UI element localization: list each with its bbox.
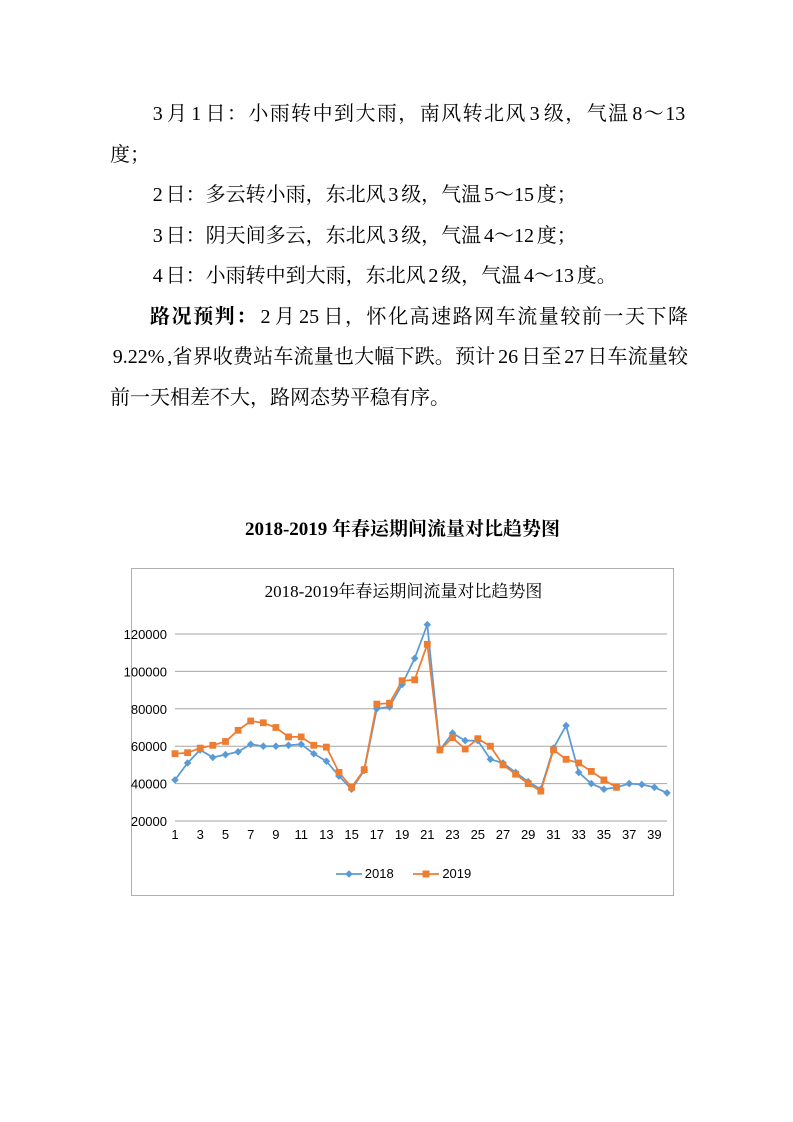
svg-text:23: 23 (445, 827, 459, 842)
svg-text:19: 19 (395, 827, 409, 842)
svg-text:21: 21 (420, 827, 434, 842)
svg-text:7: 7 (247, 827, 254, 842)
svg-text:80000: 80000 (131, 702, 167, 717)
svg-text:20000: 20000 (131, 814, 167, 829)
svg-text:120000: 120000 (124, 627, 167, 642)
svg-text:13: 13 (319, 827, 333, 842)
svg-text:11: 11 (294, 827, 308, 842)
svg-text:29: 29 (521, 827, 535, 842)
svg-text:33: 33 (571, 827, 585, 842)
svg-text:35: 35 (597, 827, 611, 842)
svg-text:9: 9 (272, 827, 279, 842)
svg-text:17: 17 (370, 827, 384, 842)
svg-text:5: 5 (222, 827, 229, 842)
svg-text:39: 39 (647, 827, 661, 842)
svg-text:1: 1 (171, 827, 178, 842)
svg-text:60000: 60000 (131, 739, 167, 754)
svg-text:100000: 100000 (124, 664, 167, 679)
svg-text:31: 31 (546, 827, 560, 842)
svg-text:40000: 40000 (131, 777, 167, 792)
svg-text:37: 37 (622, 827, 636, 842)
svg-text:15: 15 (344, 827, 358, 842)
svg-text:3: 3 (197, 827, 204, 842)
svg-text:25: 25 (471, 827, 485, 842)
svg-text:27: 27 (496, 827, 510, 842)
